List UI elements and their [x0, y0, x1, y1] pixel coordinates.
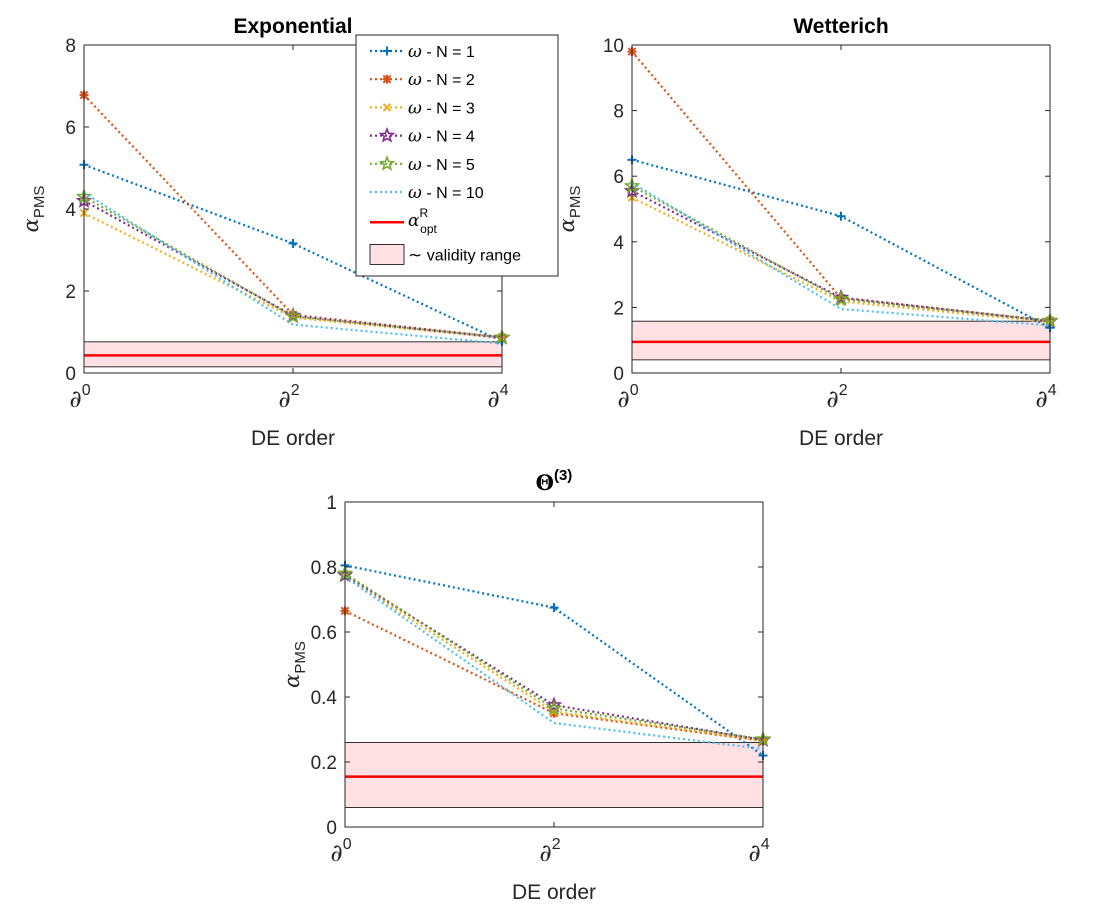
y-tick-label: 4 [613, 233, 624, 254]
y-axis-label: αPMS [19, 186, 48, 233]
x-tick-label: ∂0 [69, 382, 90, 413]
legend-item-n4: ω - N = 4 [370, 127, 475, 147]
y-tick-label: 10 [603, 36, 624, 57]
data-point [549, 603, 559, 613]
legend-item-n2: ω - N = 2 [370, 70, 475, 90]
validity-range-band [344, 742, 764, 808]
y-tick-label: 0 [613, 364, 624, 385]
legend-label: ∼ validity range [408, 245, 521, 264]
legend-item-n5: ω - N = 5 [370, 155, 475, 175]
x-tick-label: ∂4 [1035, 382, 1056, 413]
y-tick-label: 8 [65, 36, 76, 57]
legend-item-alpha-opt: αR opt [370, 206, 438, 236]
legend-swatch [369, 243, 405, 265]
data-point [836, 211, 846, 221]
legend-label: αR opt [408, 206, 438, 236]
data-point [832, 290, 850, 307]
x-tick-label: ∂2 [278, 382, 299, 413]
legend-label: ω - N = 3 [408, 98, 475, 118]
validity-range-band [631, 320, 1051, 361]
y-tick-label: 1 [326, 493, 337, 514]
series-line [344, 564, 764, 757]
legend-label: ω - N = 10 [408, 183, 484, 203]
y-tick-label: 0 [65, 364, 76, 385]
legend-box [355, 34, 559, 277]
legend: ω - N = 1 ω - N = 2 ω - N = 3 ω - N = 4 ω - … [355, 34, 559, 277]
x-tick-label: ∂4 [748, 836, 769, 867]
chart-title: Θ(3) [536, 467, 573, 495]
legend-item-n1: ω - N = 1 [370, 42, 475, 62]
y-tick-label: 0.8 [311, 558, 337, 579]
y-axis-label: αPMS [280, 641, 309, 688]
y-tick-label: 6 [65, 118, 76, 139]
legend-item-n3: ω - N = 3 [370, 98, 475, 118]
x-tick-label: ∂2 [826, 382, 847, 413]
x-axis-label: DE order [251, 427, 335, 450]
legend-marker [382, 103, 392, 112]
chart-panel-3: 0 0.2 0.4 0.6 0.8 1 ∂0 ∂2 ∂4 Θ(3) DE order αPMS [280, 467, 772, 904]
legend-label: ω - N = 5 [408, 155, 475, 175]
series-n10 [631, 181, 1051, 327]
y-tick-label: 2 [613, 298, 624, 319]
y-tick-label: 0.6 [311, 623, 337, 644]
y-tick-label: 4 [65, 200, 76, 221]
chart-panel-2: 0 2 4 6 8 10 ∂0 ∂2 ∂4 Wetterich DE order αPMS [555, 15, 1059, 450]
legend-marker [378, 155, 396, 171]
data-point [545, 699, 563, 716]
y-tick-label: 6 [613, 167, 624, 188]
legend-marker [378, 126, 396, 143]
series-line [344, 575, 764, 751]
series-n10 [344, 575, 764, 751]
data-point [288, 238, 298, 248]
y-tick-label: 0.4 [311, 688, 338, 709]
axes-background [631, 44, 1051, 374]
x-tick-label: ∂2 [539, 836, 560, 867]
legend-label: ω - N = 4 [408, 127, 475, 147]
y-axis-label: αPMS [555, 186, 584, 233]
y-tick-label: 0.2 [311, 753, 337, 774]
x-tick-label: ∂4 [487, 382, 508, 413]
legend-label: ω - N = 2 [408, 70, 475, 90]
series-line [631, 181, 1051, 327]
legend-item-validity: ∼ validity range [369, 243, 521, 265]
y-tick-label: 2 [65, 282, 76, 303]
y-tick-label: 0 [326, 818, 337, 839]
chart-title: Wetterich [793, 15, 888, 38]
x-tick-label: ∂0 [330, 836, 351, 867]
series-line [83, 195, 503, 339]
series-line [344, 574, 764, 741]
data-point [284, 307, 302, 324]
legend-label: ω - N = 1 [408, 42, 475, 62]
data-point [545, 696, 563, 713]
x-axis-label: DE order [512, 881, 596, 904]
legend-item-n10: ω - N = 10 [370, 183, 484, 203]
x-axis-label: DE order [799, 427, 883, 450]
legend-marker [382, 46, 392, 56]
series-line [83, 94, 503, 339]
y-tick-label: 8 [613, 102, 624, 123]
legend-marker [382, 74, 392, 84]
x-tick-label: ∂0 [617, 382, 638, 413]
chart-title: Exponential [233, 15, 352, 38]
